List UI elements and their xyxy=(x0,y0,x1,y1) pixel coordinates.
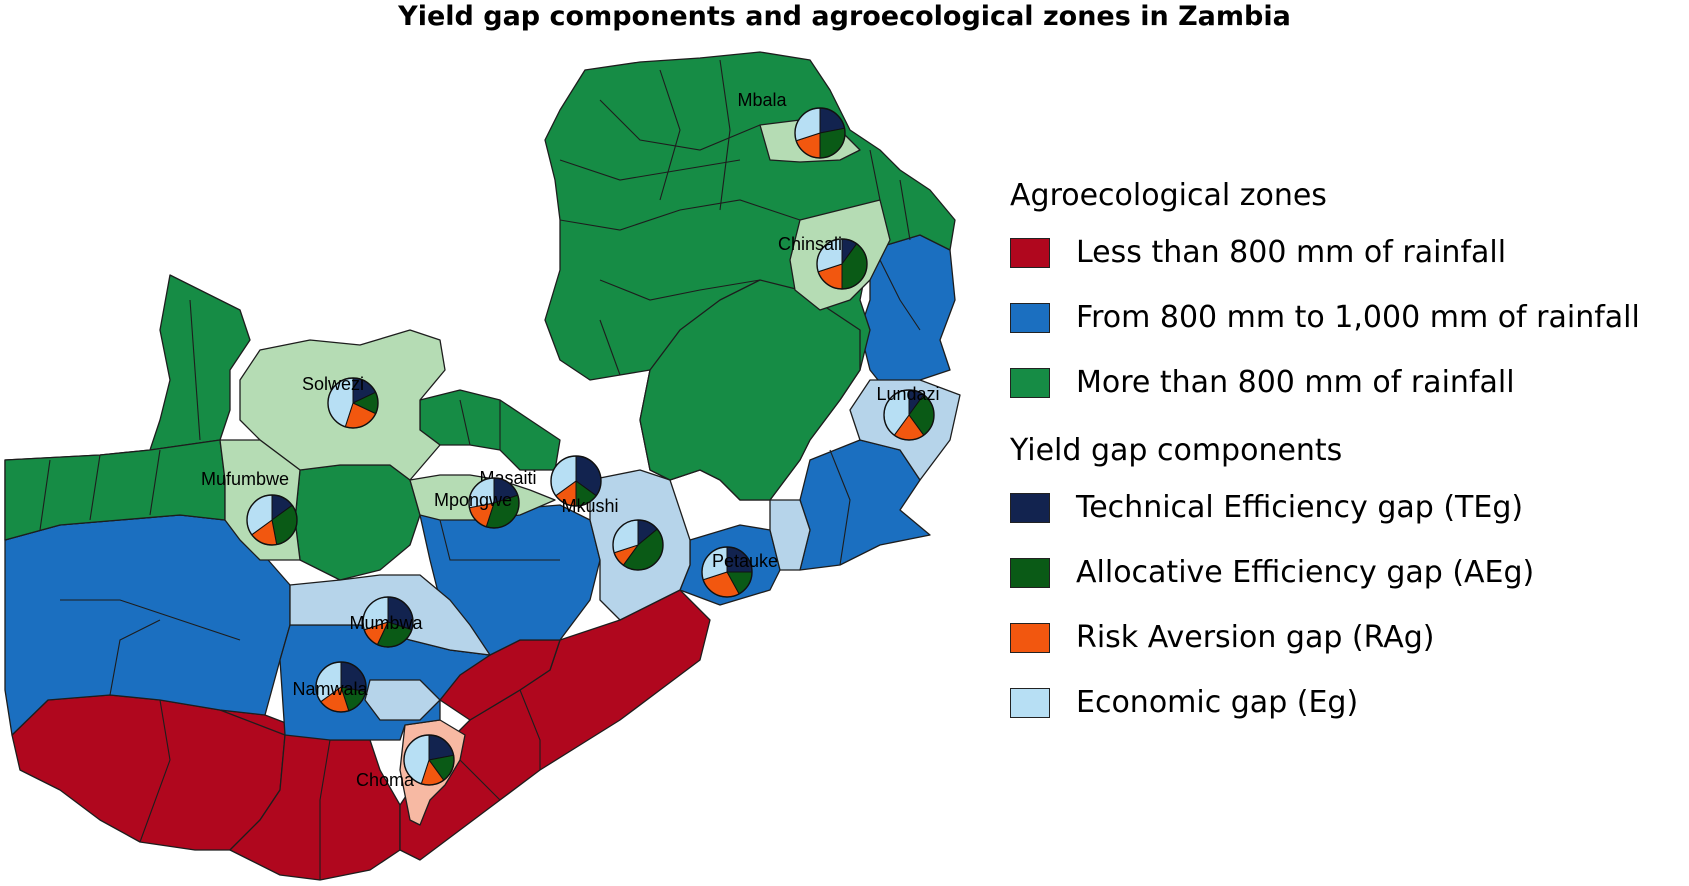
town-label-petauke: Petauke xyxy=(712,551,778,571)
pie-lundazi[interactable] xyxy=(883,389,935,441)
pie-mpongwe[interactable] xyxy=(468,477,520,529)
town-label-mufumbwe: Mufumbwe xyxy=(201,469,289,489)
legend-item-eg: Economic gap (Eg) xyxy=(1010,670,1689,735)
town-label-mbala: Mbala xyxy=(737,90,787,110)
pie-namwala[interactable] xyxy=(315,661,367,713)
pie-mufumbwe[interactable] xyxy=(246,494,298,546)
pie-outline-masaiti xyxy=(550,455,602,507)
town-label-mkushi: Mkushi xyxy=(561,496,618,516)
pie-chinsali[interactable] xyxy=(816,238,868,290)
legend-label-teg: Technical Efficiency gap (TEg) xyxy=(1076,490,1524,525)
legend-label-zone-mid: From 800 mm to 1,000 mm of rainfall xyxy=(1076,300,1640,335)
pie-solwezi[interactable] xyxy=(327,377,379,429)
pie-choma[interactable] xyxy=(403,734,455,786)
town-label-chinsali: Chinsali xyxy=(778,234,842,254)
town-label-solwezi: Solwezi xyxy=(302,374,364,394)
legend-item-zone-wet: More than 800 mm of rainfall xyxy=(1010,350,1689,415)
pie-outline-mbala xyxy=(794,107,846,159)
legend-item-aeg: Allocative Efficiency gap (AEg) xyxy=(1010,540,1689,605)
town-label-choma: Choma xyxy=(356,770,415,790)
legend-swatch-aeg xyxy=(1010,557,1050,588)
district-petauke-light[interactable] xyxy=(769,499,811,571)
legend-zones-heading: Agroecological zones xyxy=(1010,178,1327,213)
legend-swatch-teg xyxy=(1010,492,1050,523)
legend-label-rag: Risk Aversion gap (RAg) xyxy=(1076,620,1435,655)
legend-label-eg: Economic gap (Eg) xyxy=(1076,685,1359,720)
legend-swatch-eg xyxy=(1010,687,1050,718)
town-label-mumbwa: Mumbwa xyxy=(349,613,423,633)
legend: Agroecological zones Less than 800 mm of… xyxy=(1010,172,1689,735)
pie-outline-mufumbwe xyxy=(246,494,298,546)
pie-outline-chinsali xyxy=(816,238,868,290)
district-copperbelt[interactable] xyxy=(419,389,561,471)
pie-outline-mumbwa xyxy=(362,596,414,648)
legend-item-zone-dry: Less than 800 mm of rainfall xyxy=(1010,220,1689,285)
legend-swatch-zone-mid xyxy=(1010,302,1050,333)
pie-outline-mkushi xyxy=(612,519,664,571)
map-title: Yield gap components and agroecological … xyxy=(398,1,1291,32)
pie-outline-mpongwe xyxy=(468,477,520,529)
pie-outline-solwezi xyxy=(327,377,379,429)
town-label-namwala: Namwala xyxy=(292,679,368,699)
legend-components-heading: Yield gap components xyxy=(1010,433,1343,468)
legend-label-zone-wet: More than 800 mm of rainfall xyxy=(1076,365,1515,400)
district-mufumbwe-green[interactable] xyxy=(294,464,421,581)
pie-outline-lundazi xyxy=(883,389,935,441)
pie-outline-petauke xyxy=(701,546,753,598)
pie-mbala[interactable] xyxy=(794,107,846,159)
pie-masaiti[interactable] xyxy=(550,455,602,507)
town-label-mpongwe: Mpongwe xyxy=(434,490,512,510)
pie-outline-choma xyxy=(403,734,455,786)
pie-mkushi[interactable] xyxy=(612,519,664,571)
legend-label-aeg: Allocative Efficiency gap (AEg) xyxy=(1076,555,1535,590)
district-namwala-light[interactable] xyxy=(364,679,441,721)
pie-mumbwa[interactable] xyxy=(362,596,414,648)
district-boundaries xyxy=(39,59,921,880)
legend-swatch-zone-dry xyxy=(1010,237,1050,268)
legend-swatch-zone-wet xyxy=(1010,367,1050,398)
legend-swatch-rag xyxy=(1010,622,1050,653)
legend-item-rag: Risk Aversion gap (RAg) xyxy=(1010,605,1689,670)
pie-petauke[interactable] xyxy=(701,546,753,598)
pie-outline-namwala xyxy=(315,661,367,713)
legend-item-teg: Technical Efficiency gap (TEg) xyxy=(1010,475,1689,540)
legend-item-zone-mid: From 800 mm to 1,000 mm of rainfall xyxy=(1010,285,1689,350)
town-label-lundazi: Lundazi xyxy=(876,384,939,404)
legend-label-zone-dry: Less than 800 mm of rainfall xyxy=(1076,235,1507,270)
